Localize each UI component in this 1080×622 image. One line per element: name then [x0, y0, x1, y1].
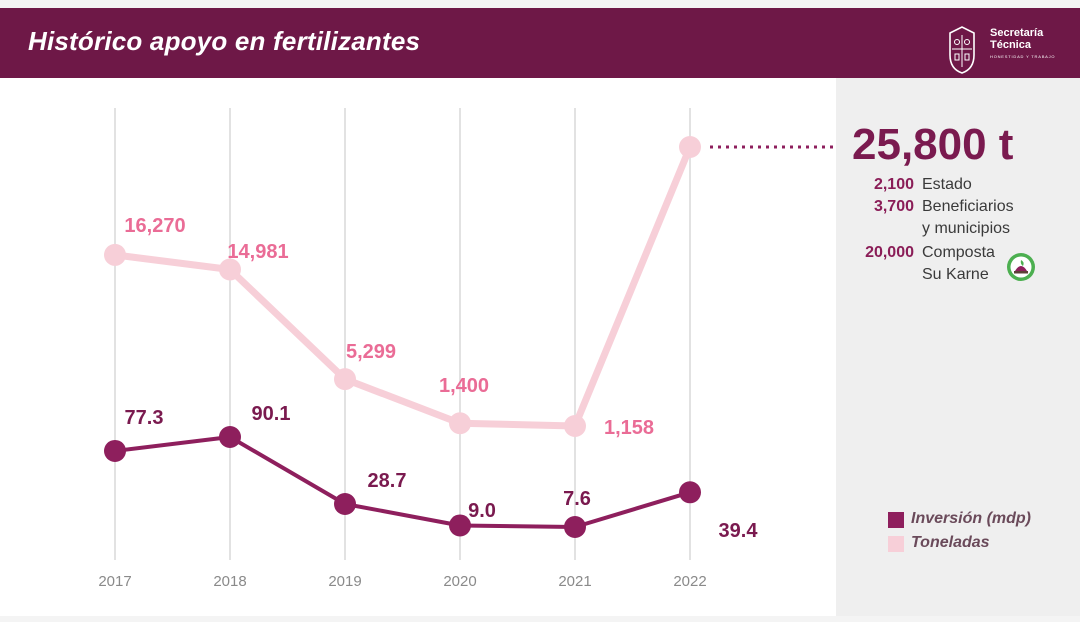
x-tick-label: 2017	[98, 573, 131, 590]
x-tick-label: 2019	[328, 573, 361, 590]
breakdown-value: 2,100	[873, 176, 914, 193]
inversion-data-label: 28.7	[368, 470, 407, 492]
toneladas-point	[679, 136, 701, 158]
breakdown-row-estado: 2,100 Estado	[836, 174, 1080, 196]
legend-label: Inversión (mdp)	[911, 510, 1032, 527]
breakdown-label: Composta	[922, 244, 995, 261]
breakdown-label: Estado	[922, 176, 972, 193]
logo-line-2: Técnica	[990, 39, 1031, 51]
top-strip	[0, 0, 1080, 8]
inversion-data-label: 39.4	[719, 520, 759, 542]
legend-label: Toneladas	[911, 534, 990, 551]
breakdown-label-cont: y municipios	[922, 220, 1011, 237]
toneladas-data-label: 1,400	[439, 375, 489, 397]
bottom-strip	[0, 616, 1080, 622]
toneladas-point	[564, 415, 586, 437]
logo-text: Secretaría Técnica HONESTIDAD Y TRABAJO	[990, 27, 1055, 59]
inversion-data-label: 9.0	[468, 500, 496, 522]
toneladas-line	[114, 145, 694, 430]
coat-of-arms-icon	[949, 26, 975, 74]
page-title: Histórico apoyo en fertilizantes	[28, 26, 421, 56]
x-tick-label: 2018	[213, 573, 246, 590]
breakdown-label-cont: Su Karne	[922, 266, 989, 283]
inversion-data-label: 77.3	[125, 407, 164, 429]
summary-panel	[836, 78, 1080, 616]
toneladas-data-label: 1,158	[604, 417, 654, 439]
breakdown-row-composta: 20,000 Composta Su Karne	[836, 242, 1080, 286]
toneladas-data-label: 14,981	[227, 241, 288, 263]
toneladas-point	[334, 368, 356, 391]
toneladas-point	[449, 412, 471, 435]
breakdown-label: Beneficiarios	[922, 198, 1014, 215]
inversion-point	[219, 426, 241, 448]
compost-leaf-icon	[1007, 253, 1035, 281]
total-tonnage: 25,800 t	[852, 120, 1014, 169]
toneladas-point	[219, 258, 241, 281]
breakdown-value: 20,000	[865, 244, 914, 261]
inversion-point	[564, 516, 586, 538]
toneladas-data-label: 5,299	[346, 341, 396, 363]
logo-line-1: Secretaría	[990, 27, 1044, 39]
x-tick-label: 2020	[443, 573, 476, 590]
inversion-point	[104, 439, 126, 462]
inversion-point	[334, 492, 356, 515]
breakdown-row-beneficiarios: 3,700 Beneficiarios y municipios	[836, 196, 1080, 240]
logo-tagline: HONESTIDAD Y TRABAJO	[990, 54, 1056, 59]
x-tick-label: 2022	[673, 573, 706, 590]
chart-area	[0, 78, 836, 616]
inversion-line	[114, 435, 691, 529]
legend-swatch	[888, 536, 904, 552]
inversion-data-label: 90.1	[252, 403, 291, 425]
legend-swatch	[888, 512, 904, 528]
inversion-data-label: 7.6	[563, 488, 591, 510]
toneladas-point	[104, 243, 126, 266]
inversion-point	[679, 481, 701, 504]
inversion-point	[449, 514, 471, 537]
x-tick-label: 2021	[558, 573, 591, 590]
toneladas-data-label: 16,270	[124, 215, 185, 237]
header-bar: Histórico apoyo en fertilizantes Secreta…	[0, 8, 1080, 78]
breakdown-value: 3,700	[873, 198, 914, 215]
